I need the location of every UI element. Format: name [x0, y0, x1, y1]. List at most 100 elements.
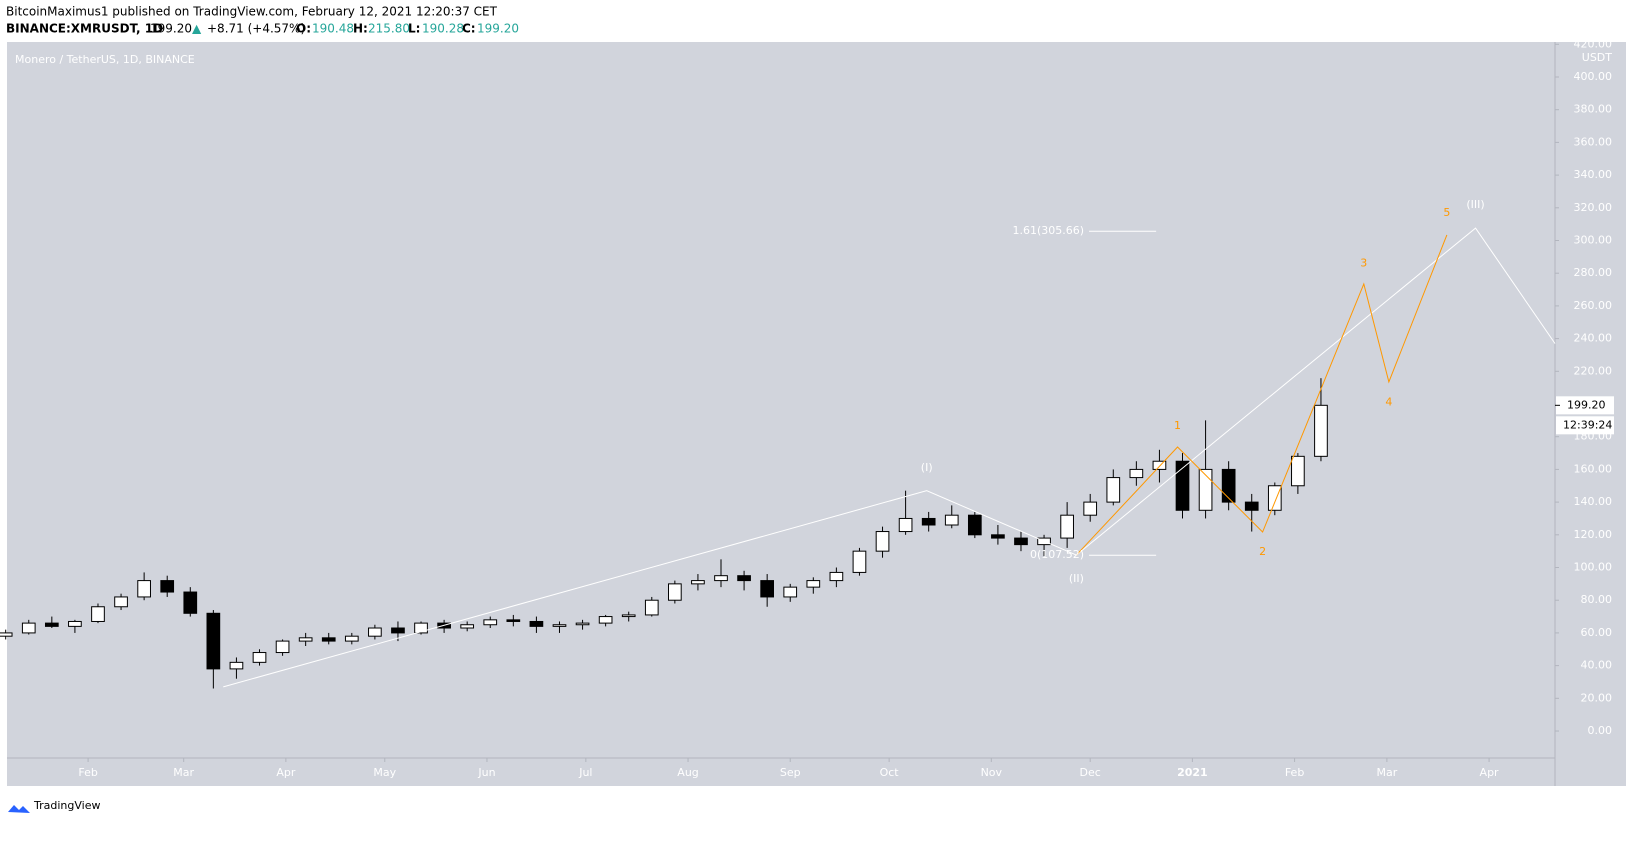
wave-label: (III)	[1466, 198, 1484, 211]
candle-body	[229, 661, 244, 670]
last-price-box	[1556, 396, 1614, 415]
y-tick-label: 0.00	[1588, 724, 1613, 737]
wave-label: 4	[1385, 395, 1392, 408]
y-tick-label: 100.00	[1574, 561, 1613, 574]
brand[interactable]: TradingView	[33, 799, 100, 812]
c-label: C:	[462, 22, 476, 36]
x-tick-label: Nov	[981, 766, 1003, 779]
candle-body	[967, 514, 982, 536]
x-tick-label: 2021	[1177, 766, 1208, 779]
wave-label: 5	[1443, 206, 1450, 219]
candle-body	[137, 580, 151, 598]
candle-body	[921, 517, 936, 526]
high: 215.80	[368, 22, 410, 36]
candle-body	[1267, 485, 1282, 511]
candle-body	[321, 637, 336, 642]
candle-body	[852, 550, 867, 573]
candle-body	[68, 620, 82, 627]
fib-label: 1.61(305.66)	[1012, 224, 1084, 237]
arrow: ▲	[192, 22, 202, 36]
candle-body	[1083, 501, 1098, 516]
wave-label: 2	[1259, 545, 1266, 558]
y-tick-label: 160.00	[1574, 462, 1613, 475]
last-price: 199.20	[1567, 398, 1606, 411]
candle-body	[275, 640, 290, 654]
x-tick-label: Mar	[1376, 766, 1397, 779]
y-unit: USDT	[1582, 51, 1613, 64]
l-label: L:	[408, 22, 420, 36]
x-tick-label: Apr	[276, 766, 296, 779]
open: 190.48	[312, 22, 354, 36]
candle-body	[1291, 455, 1305, 487]
candle-body	[944, 514, 959, 526]
x-tick-label: May	[373, 766, 396, 779]
y-tick-label: 220.00	[1574, 364, 1613, 377]
x-tick-label: Feb	[78, 766, 97, 779]
candle-body	[875, 531, 890, 552]
x-tick-label: Jul	[578, 766, 592, 779]
candle-body	[21, 622, 36, 634]
y-tick-label: 260.00	[1574, 299, 1613, 312]
y-tick-label: 360.00	[1574, 135, 1613, 148]
candle-body	[598, 616, 613, 624]
y-tick-label: 80.00	[1581, 593, 1613, 606]
candle-body	[252, 652, 267, 663]
publisher: BitcoinMaximus1 published on TradingView…	[6, 5, 498, 19]
h-label: H:	[353, 22, 368, 36]
wave-label: (I)	[921, 461, 933, 474]
candle-body	[691, 580, 705, 585]
x-tick-label: Feb	[1285, 766, 1304, 779]
candle-body	[552, 624, 567, 627]
plot-bg	[7, 42, 1555, 758]
candle-body	[621, 614, 636, 618]
candle-body	[668, 583, 682, 601]
candle-body	[644, 599, 659, 616]
candle-body	[391, 627, 405, 634]
y-tick-label: 240.00	[1574, 332, 1613, 345]
candle-body	[160, 580, 175, 593]
y-tick-label: 380.00	[1574, 103, 1613, 116]
candle-body	[1221, 468, 1236, 503]
last: 199.20	[150, 22, 192, 36]
x-tick-label: Jun	[477, 766, 495, 779]
candle-body	[344, 635, 359, 642]
candle-body	[183, 591, 198, 614]
candle-body	[0, 632, 13, 637]
candle-body	[714, 575, 728, 582]
candle-body	[414, 622, 428, 634]
candle-body	[1106, 477, 1121, 503]
y-tick-label: 60.00	[1581, 626, 1613, 639]
y-tick-label: 420.00	[1574, 37, 1613, 50]
fib-label: 0(107.52)	[1030, 548, 1084, 561]
candle-body	[298, 637, 313, 642]
close: 199.20	[477, 22, 519, 36]
x-tick-label: Apr	[1480, 766, 1500, 779]
candle-body	[1244, 501, 1259, 511]
wave-line	[1075, 234, 1448, 556]
candle-body	[898, 517, 913, 533]
candle-body	[91, 606, 105, 622]
candle-body	[1129, 468, 1144, 479]
candle-body	[806, 580, 821, 588]
wave-label: 1	[1174, 419, 1181, 432]
wave-label: (II)	[1069, 572, 1084, 585]
y-tick-label: 340.00	[1574, 168, 1613, 181]
wave-label: 3	[1360, 256, 1367, 269]
candle-body	[575, 622, 590, 626]
candle-body	[1175, 460, 1190, 511]
candle-body	[460, 624, 475, 629]
low: 190.28	[422, 22, 464, 36]
candle-body	[368, 627, 382, 637]
y-tick-label: 300.00	[1574, 233, 1613, 246]
y-tick-label: 120.00	[1574, 528, 1613, 541]
candle-body	[114, 596, 128, 608]
y-tick-label: 280.00	[1574, 266, 1613, 279]
x-tick-label: Aug	[677, 766, 698, 779]
logo	[8, 805, 30, 813]
y-tick-label: 20.00	[1581, 691, 1613, 704]
candle-body	[1198, 468, 1213, 511]
candle-body	[506, 619, 521, 622]
candle-body	[829, 571, 844, 582]
candle-body	[760, 580, 775, 598]
